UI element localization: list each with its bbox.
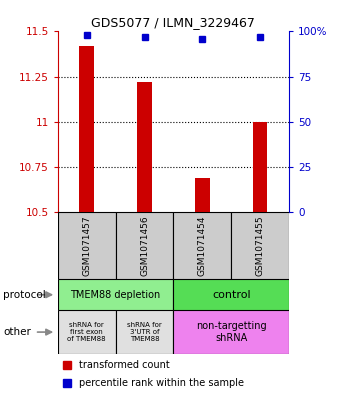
Bar [116, 310, 173, 354]
Text: percentile rank within the sample: percentile rank within the sample [79, 378, 243, 388]
Text: GSM1071456: GSM1071456 [140, 215, 149, 276]
Text: protocol: protocol [3, 290, 46, 300]
Bar [231, 212, 289, 279]
Bar [253, 122, 267, 212]
Bar [137, 82, 152, 212]
Bar [195, 178, 209, 212]
Title: GDS5077 / ILMN_3229467: GDS5077 / ILMN_3229467 [91, 16, 255, 29]
Bar [173, 212, 231, 279]
Text: GSM1071454: GSM1071454 [198, 215, 207, 276]
Text: control: control [212, 290, 251, 300]
Bar [58, 279, 173, 310]
Text: TMEM88 depletion: TMEM88 depletion [70, 290, 161, 300]
Bar [80, 46, 94, 212]
Text: GSM1071455: GSM1071455 [256, 215, 265, 276]
Bar [173, 279, 289, 310]
Text: shRNA for
3'UTR of
TMEM88: shRNA for 3'UTR of TMEM88 [127, 322, 162, 342]
Text: GSM1071457: GSM1071457 [82, 215, 91, 276]
Text: transformed count: transformed count [79, 360, 169, 370]
Text: shRNA for
first exon
of TMEM88: shRNA for first exon of TMEM88 [67, 322, 106, 342]
Text: non-targetting
shRNA: non-targetting shRNA [196, 321, 267, 343]
Bar [116, 212, 173, 279]
Bar [58, 212, 116, 279]
Bar [173, 310, 289, 354]
Text: other: other [3, 327, 31, 337]
Bar [58, 310, 116, 354]
